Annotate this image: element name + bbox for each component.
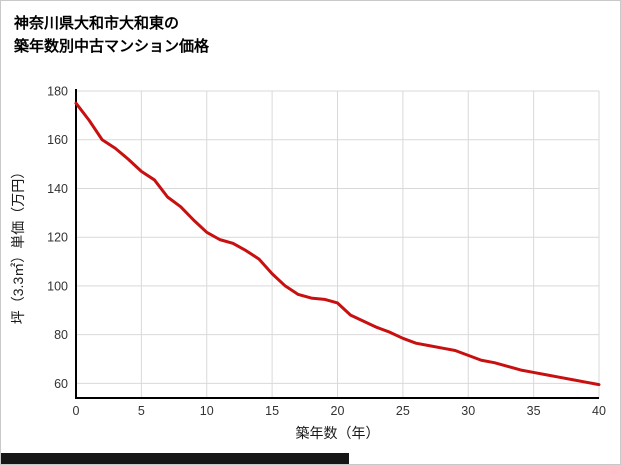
chart-title-line2: 築年数別中古マンション価格 xyxy=(14,37,210,55)
chart-title: 神奈川県大和市大和東の 築年数別中古マンション価格 xyxy=(14,13,209,58)
y-tick-label: 180 xyxy=(47,85,68,99)
x-tick-label: 20 xyxy=(331,404,345,418)
y-tick-label: 80 xyxy=(54,328,68,342)
y-tick-label: 140 xyxy=(47,182,68,196)
y-tick-label: 100 xyxy=(47,279,68,293)
footer-bar xyxy=(1,453,349,464)
x-tick-label: 35 xyxy=(527,404,541,418)
y-tick-label: 60 xyxy=(54,377,68,391)
chart-title-line1: 神奈川県大和市大和東の xyxy=(14,15,180,32)
y-tick-label: 160 xyxy=(47,133,68,147)
price-line xyxy=(74,101,601,387)
y-tick-label: 120 xyxy=(47,231,68,245)
x-tick-label: 0 xyxy=(73,404,80,418)
x-tick-label: 15 xyxy=(265,404,279,418)
x-axis-label: 築年数（年） xyxy=(296,425,380,441)
x-tick-label: 40 xyxy=(592,404,606,418)
y-axis-label: 坪（3.3㎡）単価（万円） xyxy=(10,165,26,324)
x-tick-label: 25 xyxy=(396,404,410,418)
x-tick-label: 10 xyxy=(200,404,214,418)
x-tick-label: 5 xyxy=(138,404,145,418)
x-tick-label: 30 xyxy=(461,404,475,418)
